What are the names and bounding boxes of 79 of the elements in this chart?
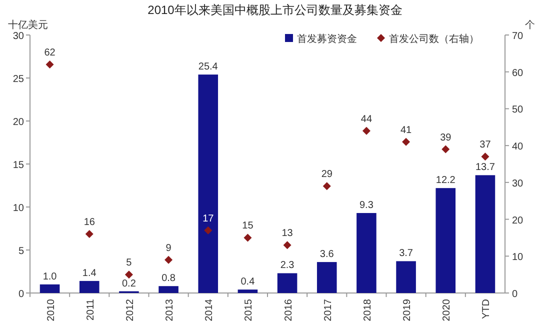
y-tick-label: 15 [12,160,24,171]
data-label: 44 [360,114,372,125]
y-tick-label: 5 [18,246,24,257]
bar [436,188,456,293]
point [164,256,173,264]
x-tick-label: 2010 [46,298,57,322]
data-label: 3.6 [320,249,334,260]
data-label: 17 [202,213,214,224]
point [322,182,331,190]
bar [198,74,218,293]
bar [79,280,100,293]
y2-tick-label: 20 [512,215,524,226]
data-label: 9.3 [360,200,374,212]
legend-label: 首发公司数（右轴） [389,33,479,45]
chart-title: 2010年以来美国中概股上市公司数量及募集资金 [148,3,402,17]
bar [158,286,178,293]
data-label: 39 [440,132,452,144]
y-axis-title: 十亿美元 [8,19,48,31]
y-tick-label: 10 [12,203,24,214]
data-label: 37 [480,140,492,151]
x-tick-label: 2015 [244,298,255,322]
y2-tick-label: 70 [512,31,524,42]
data-label: 5 [126,258,132,269]
data-label: 25.4 [198,62,218,73]
x-tick-label: 2018 [362,298,374,322]
data-label: 9 [166,242,172,254]
point [481,152,490,161]
y2-tick-label: 10 [512,252,524,264]
point [85,230,94,238]
data-label: 0.8 [162,273,176,284]
data-label: 13.7 [475,162,496,174]
data-label: 12.2 [436,175,456,186]
data-label: 29 [321,169,333,180]
bar [356,213,376,293]
y-tick-label: 0 [18,289,24,300]
x-tick-label: 2014 [204,298,216,322]
bar [396,261,416,293]
x-tick-label: 2012 [124,298,136,322]
x-tick-label: 2016 [283,298,294,322]
x-tick-label: 2013 [164,298,176,322]
y2-tick-label: 30 [512,178,524,190]
point [46,60,54,68]
data-label: 62 [44,47,56,58]
point [283,241,292,250]
point [124,270,133,279]
y-tick-label: 25 [12,74,24,85]
bar [40,284,60,293]
y2-tick-label: 0 [512,289,518,300]
point [244,234,252,242]
y2-tick-label: 50 [512,104,524,116]
x-tick-label: 2020 [442,298,453,322]
x-tick-label: 2019 [402,298,414,322]
bar [316,262,337,293]
point [402,138,410,146]
data-label: 0.2 [122,278,136,290]
legend-label: 首发募资资金 [297,33,357,45]
y-tick-label: 20 [12,117,24,128]
y2-tick-label: 40 [512,142,524,153]
data-label: 41 [400,124,412,136]
point [362,126,370,135]
data-label: 1.0 [42,271,58,282]
x-tick-label: 2011 [85,298,96,321]
bar [238,290,258,293]
y2-tick-label: 60 [512,68,524,79]
data-label: 16 [84,217,96,228]
bar [475,175,496,293]
point [204,226,212,234]
data-label: 13 [282,228,294,240]
x-tick-label: 2017 [322,298,334,322]
data-label: 1.4 [82,268,97,279]
data-label: 2.3 [280,260,295,272]
data-label: 0.4 [240,276,256,288]
y-tick-label: 30 [12,31,24,42]
data-label: 15 [242,220,254,232]
bar [277,273,298,293]
x-tick-label: YTD [481,299,492,319]
data-label: 3.7 [399,248,414,260]
y2-axis-title: 个 [525,19,535,31]
point [442,145,450,154]
